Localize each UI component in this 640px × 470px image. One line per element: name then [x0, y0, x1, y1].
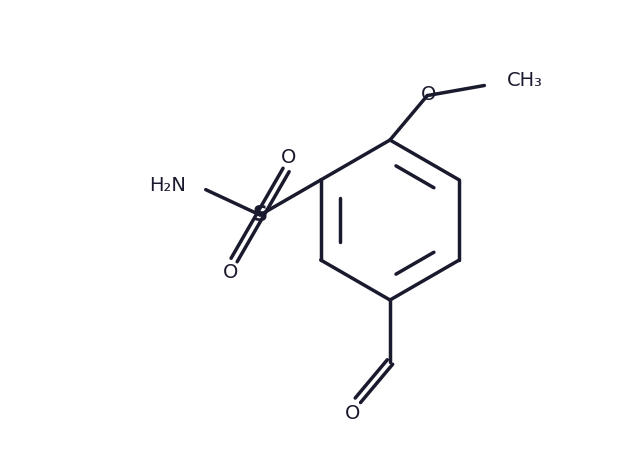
- Text: O: O: [223, 263, 238, 282]
- Text: S: S: [253, 205, 268, 225]
- Text: CH₃: CH₃: [506, 71, 542, 90]
- Text: O: O: [345, 404, 360, 423]
- Text: O: O: [420, 85, 436, 104]
- Text: O: O: [280, 149, 296, 167]
- Text: H₂N: H₂N: [149, 176, 186, 195]
